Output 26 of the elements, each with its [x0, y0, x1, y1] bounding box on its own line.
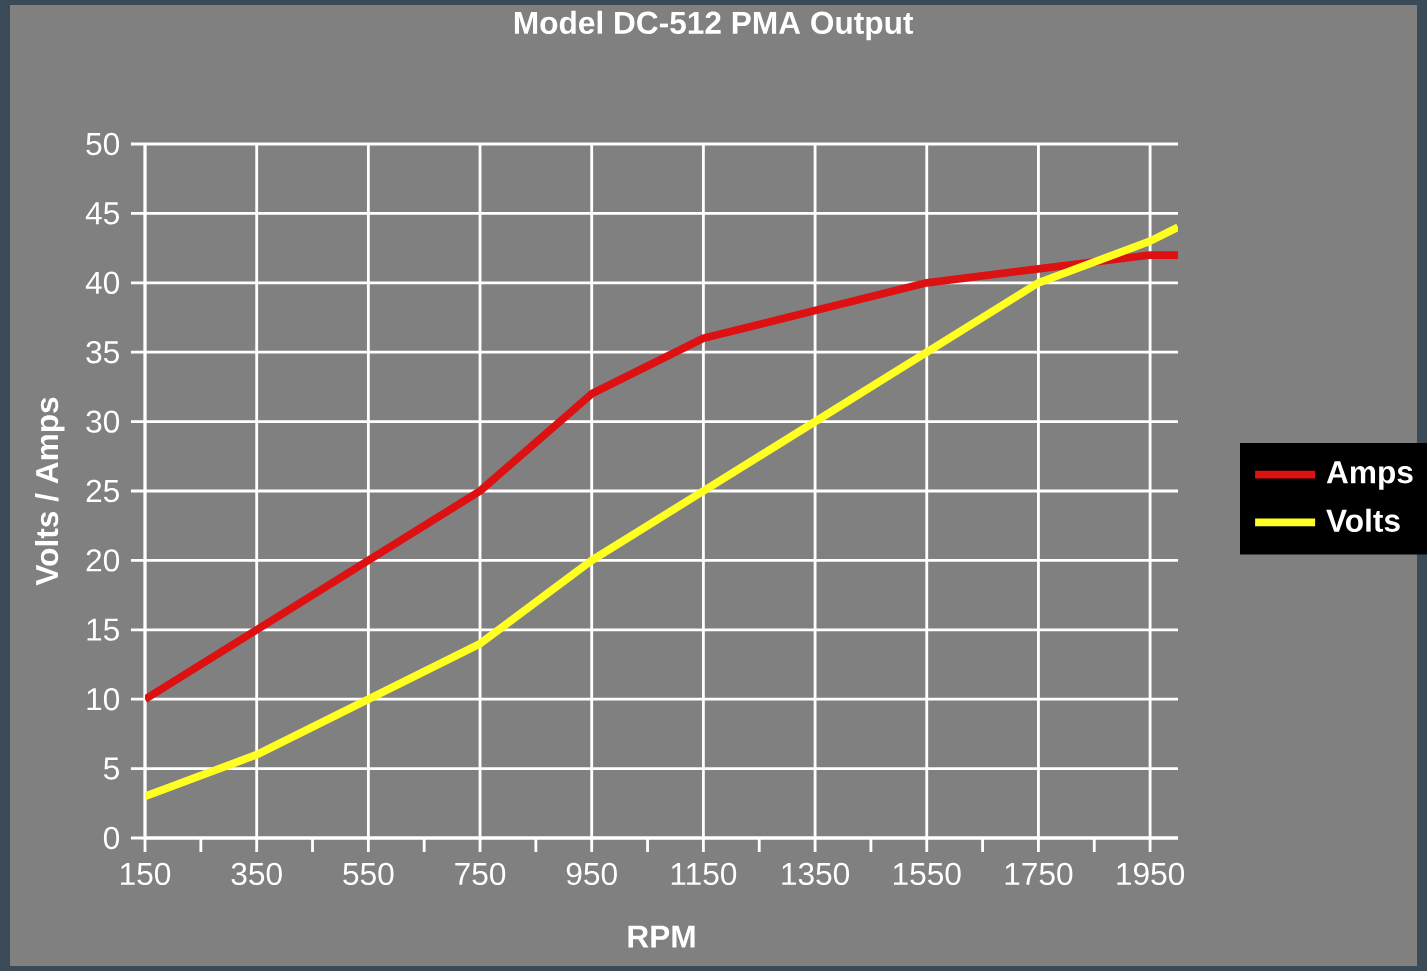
x-axis-title: RPM	[628, 925, 695, 948]
y-tick-label: 40	[85, 271, 120, 295]
x-tick-label: 750	[455, 862, 506, 886]
legend-label: Volts	[1326, 508, 1400, 532]
x-tick-label: 1350	[782, 862, 850, 886]
y-tick-label: 45	[85, 202, 119, 225]
y-tick-label: 30	[86, 410, 120, 433]
x-tick-label: 550	[343, 862, 394, 886]
y-tick-label: 0	[103, 826, 120, 850]
y-tick-label: 20	[86, 549, 120, 572]
y-tick-label: 35	[86, 340, 119, 364]
y-tick-label: 50	[86, 132, 120, 156]
x-tick-label: 950	[566, 862, 617, 886]
legend-label: Amps	[1326, 461, 1413, 490]
y-tick-label: 25	[86, 479, 119, 503]
x-tick-label: 1750	[1005, 862, 1073, 886]
x-tick-label: 1950	[1117, 862, 1185, 886]
y-axis-title: Volts / Amps	[35, 397, 65, 586]
x-tick-label: 350	[231, 862, 282, 886]
y-tick-label: 10	[87, 687, 120, 711]
chart-title: Model DC-512 PMA Output	[514, 10, 914, 41]
x-tick-label: 1550	[893, 862, 961, 886]
y-tick-label: 15	[87, 618, 119, 641]
x-tick-label: 1150	[671, 862, 737, 886]
x-tick-label: 150	[121, 862, 171, 886]
y-tick-label: 5	[103, 757, 119, 780]
